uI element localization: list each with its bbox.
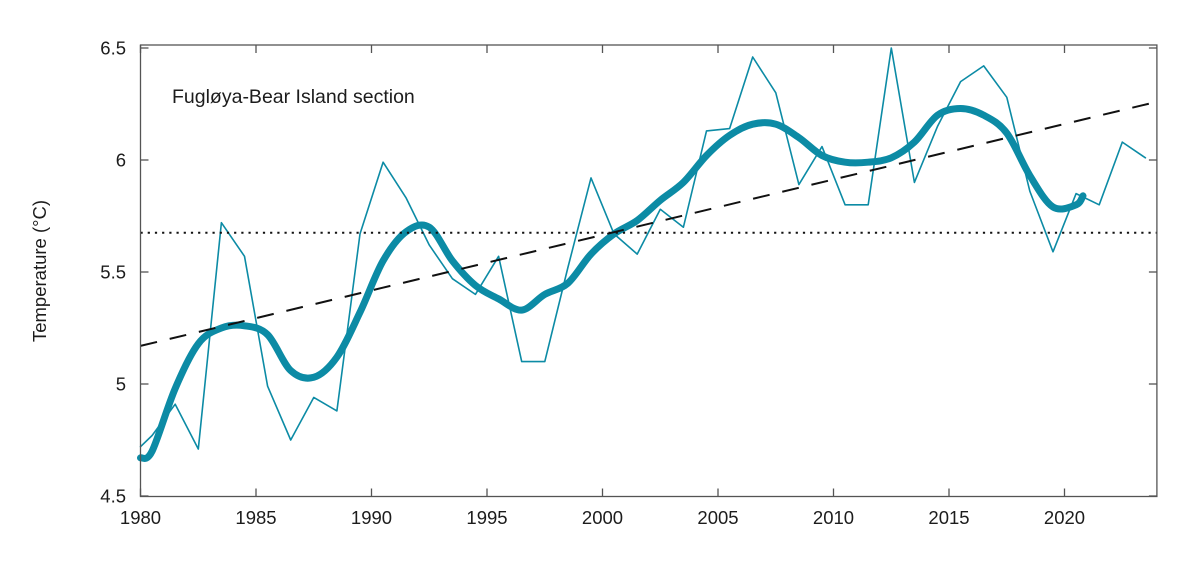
plot-title: Fugløya-Bear Island section	[172, 86, 415, 108]
x-tick-label: 1980	[120, 507, 161, 528]
x-tick-label: 1985	[235, 507, 276, 528]
x-tick-label: 2005	[697, 507, 738, 528]
x-tick-label: 2000	[582, 507, 623, 528]
plot-frame	[139, 44, 1158, 498]
y-tick-label: 4.5	[100, 486, 126, 507]
y-tick-label: 5	[116, 374, 126, 395]
x-tick-label: 2010	[813, 507, 854, 528]
x-tick-label: 2020	[1044, 507, 1085, 528]
y-axis-title: Temperature (°C)	[29, 200, 50, 342]
x-tick-label: 1995	[466, 507, 507, 528]
linear-trend-line	[140, 100, 1158, 347]
y-tick-label: 5.5	[100, 262, 126, 283]
axes-frame-layer	[139, 44, 1158, 498]
series-layer	[137, 47, 1158, 462]
y-tick-label: 6.5	[100, 38, 126, 59]
x-tick-label: 1990	[351, 507, 392, 528]
smoothed-temperature-line	[137, 105, 1087, 462]
annual-temperature-line	[139, 47, 1147, 450]
axis-label-layer: 1980 1985 1990 1995 2000 2005 2010 2015 2020 4.5 5…	[100, 38, 1085, 529]
y-tick-label: 6	[116, 150, 126, 171]
x-tick-label: 2015	[928, 507, 969, 528]
